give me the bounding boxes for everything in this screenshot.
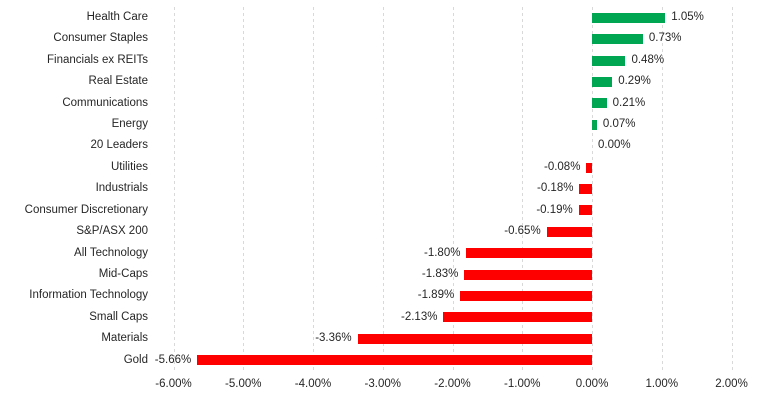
category-label: S&P/ASX 200 [76, 225, 148, 238]
value-label: -2.13% [401, 310, 438, 323]
x-axis-tick-label: 2.00% [715, 378, 748, 390]
gridline [661, 7, 663, 371]
category-label: Financials ex REITs [47, 53, 148, 66]
gridline [243, 7, 245, 371]
positive-bar [592, 34, 643, 45]
category-label: Communications [62, 96, 148, 109]
negative-bar [197, 355, 592, 366]
positive-bar [592, 119, 597, 130]
value-label: -3.36% [315, 332, 352, 345]
gridline [382, 7, 384, 371]
value-label: 1.05% [671, 11, 704, 23]
category-label: Gold [123, 353, 148, 366]
positive-bar [592, 76, 613, 87]
value-label: 0.00% [598, 139, 631, 152]
positive-bar [592, 12, 666, 23]
negative-bar [443, 312, 592, 323]
value-label: -1.83% [421, 267, 459, 280]
value-label: -0.65% [504, 225, 541, 238]
negative-bar [579, 184, 592, 194]
value-label: -5.66% [154, 353, 192, 366]
gridline [313, 7, 314, 371]
gridline [173, 7, 175, 371]
category-label: All Technology [74, 246, 148, 259]
category-label: Real Estate [88, 75, 148, 88]
category-label: Health Care [86, 11, 148, 23]
x-axis-tick-label: -3.00% [364, 378, 401, 390]
category-label: Materials [101, 332, 148, 345]
x-axis-tick-label: -6.00% [155, 378, 192, 390]
category-label: Mid-Caps [98, 267, 148, 280]
category-label: Information Technology [29, 289, 148, 302]
x-axis-tick-label: 1.00% [645, 378, 679, 390]
gridline [452, 7, 454, 371]
positive-bar [592, 55, 626, 66]
gridline [592, 7, 593, 371]
value-label: -0.08% [543, 160, 581, 173]
category-label: Industrials [95, 182, 148, 195]
negative-bar [578, 205, 592, 216]
x-axis-tick-label: 0.00% [575, 378, 609, 390]
value-label: 0.07% [602, 118, 636, 131]
value-label: 0.29% [618, 75, 651, 88]
x-axis-tick-label: -5.00% [225, 378, 262, 390]
x-axis-tick-label: -2.00% [434, 378, 471, 390]
category-label: Consumer Staples [53, 32, 148, 45]
value-label: -1.80% [424, 246, 461, 259]
category-label: Consumer Discretionary [24, 203, 148, 216]
negative-bar [357, 333, 592, 344]
negative-bar [546, 226, 592, 237]
negative-bar [466, 248, 592, 259]
category-label: Utilities [110, 160, 148, 173]
gridline [731, 7, 733, 371]
value-label: -1.89% [417, 289, 455, 302]
category-label: Energy [111, 118, 148, 131]
value-label: 0.21% [612, 96, 646, 109]
x-axis-tick-label: -1.00% [504, 378, 541, 390]
negative-bar [460, 291, 592, 302]
value-label: 0.73% [648, 32, 682, 45]
value-label: -0.19% [536, 203, 573, 216]
category-label: Small Caps [89, 310, 148, 323]
x-axis-tick-label: -4.00% [294, 378, 332, 390]
value-label: -0.18% [537, 182, 574, 195]
value-label: 0.48% [631, 53, 665, 66]
gridline [522, 7, 524, 371]
negative-bar [586, 162, 592, 173]
negative-bar [464, 269, 592, 280]
positive-bar [592, 98, 607, 109]
category-label: 20 Leaders [90, 139, 148, 152]
